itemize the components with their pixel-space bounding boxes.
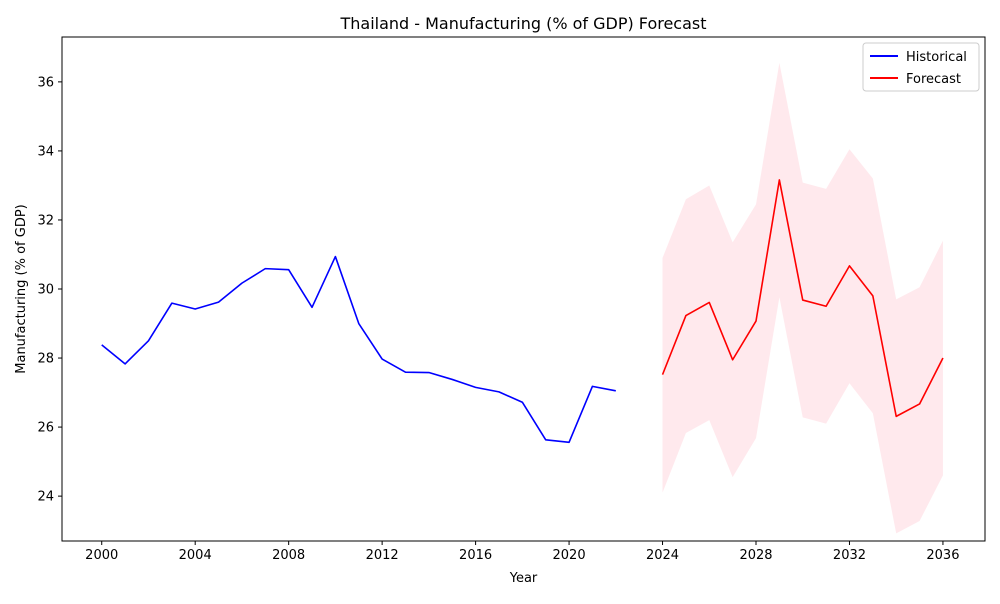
x-tick-label: 2016	[459, 548, 492, 563]
x-tick-label: 2024	[646, 548, 679, 563]
series-line-forecast	[661, 179, 944, 418]
y-tick-label: 34	[37, 144, 54, 159]
y-tick-label: 28	[37, 352, 54, 367]
y-tick-label: 24	[37, 490, 54, 505]
y-tick-label: 26	[37, 421, 54, 436]
legend: Historical Forecast	[862, 42, 980, 92]
series-lines-layer	[101, 179, 944, 444]
x-tick-label: 2020	[553, 548, 586, 563]
x-tick-label: 2008	[272, 548, 305, 563]
series-line-historical	[101, 255, 616, 444]
y-tick-label: 30	[37, 283, 54, 298]
y-tick-label: 36	[37, 75, 54, 90]
legend-historical-label: Historical	[906, 50, 967, 65]
x-tick-label: 2032	[833, 548, 866, 563]
y-tick-label: 32	[37, 213, 54, 228]
y-axis-label: Manufacturing (% of GDP)	[14, 204, 29, 373]
x-tick-label: 2000	[85, 548, 118, 563]
x-tick-label: 2004	[179, 548, 212, 563]
y-axis-ticks: 24 26 28 30 32 34 36	[37, 75, 62, 505]
x-tick-label: 2012	[366, 548, 399, 563]
x-axis-ticks: 2000 2004 2008 2012 2016 2020 2024 2028 2032 2036	[85, 541, 959, 563]
x-tick-label: 2028	[739, 548, 772, 563]
x-axis-label: Year	[509, 571, 538, 586]
x-tick-label: 2036	[926, 548, 959, 563]
legend-forecast-label: Forecast	[906, 72, 961, 87]
chart-title: Thailand - Manufacturing (% of GDP) Fore…	[339, 14, 706, 33]
